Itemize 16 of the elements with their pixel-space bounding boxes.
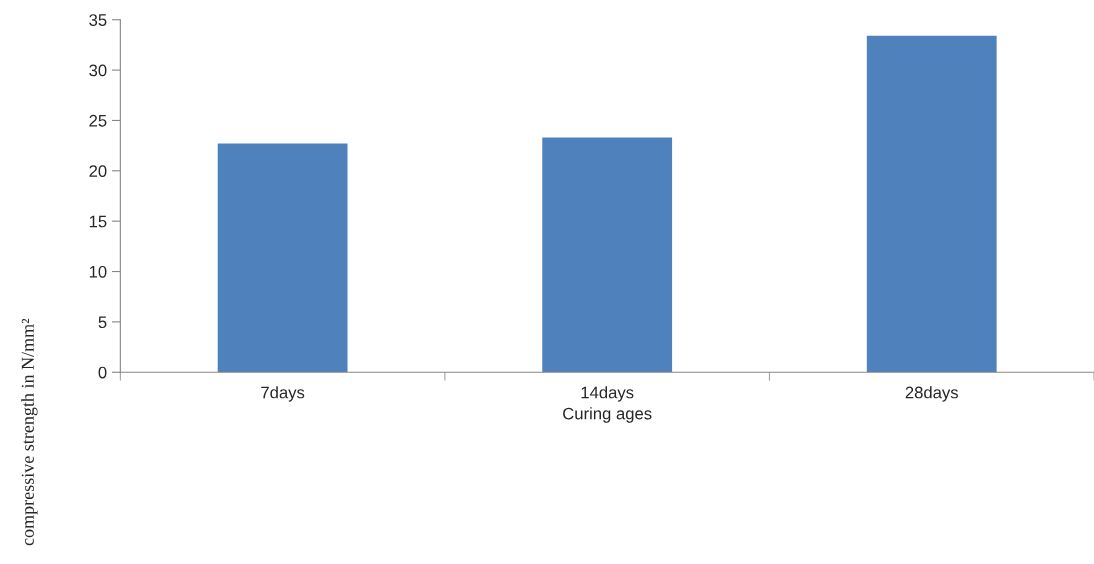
- y-tick-label: 30: [89, 64, 107, 77]
- y-tick-label: 15: [89, 215, 107, 228]
- x-tick-label: 7days: [261, 386, 305, 402]
- y-tick-label: 35: [89, 14, 107, 26]
- y-tick-label: 5: [98, 316, 107, 329]
- x-axis-title: Curing ages: [563, 407, 652, 423]
- bar: [542, 137, 673, 373]
- y-tick-label: 10: [89, 265, 107, 278]
- y-axis-title: compressive strength in N/mm²: [21, 318, 38, 546]
- y-tick-label: 20: [89, 165, 107, 178]
- x-tick-label: 28days: [905, 386, 958, 402]
- y-tick-label: 0: [98, 366, 107, 379]
- bar: [217, 143, 348, 373]
- x-tick-label: 14days: [581, 386, 634, 402]
- bar: [866, 35, 997, 373]
- y-tick-label: 25: [89, 114, 107, 127]
